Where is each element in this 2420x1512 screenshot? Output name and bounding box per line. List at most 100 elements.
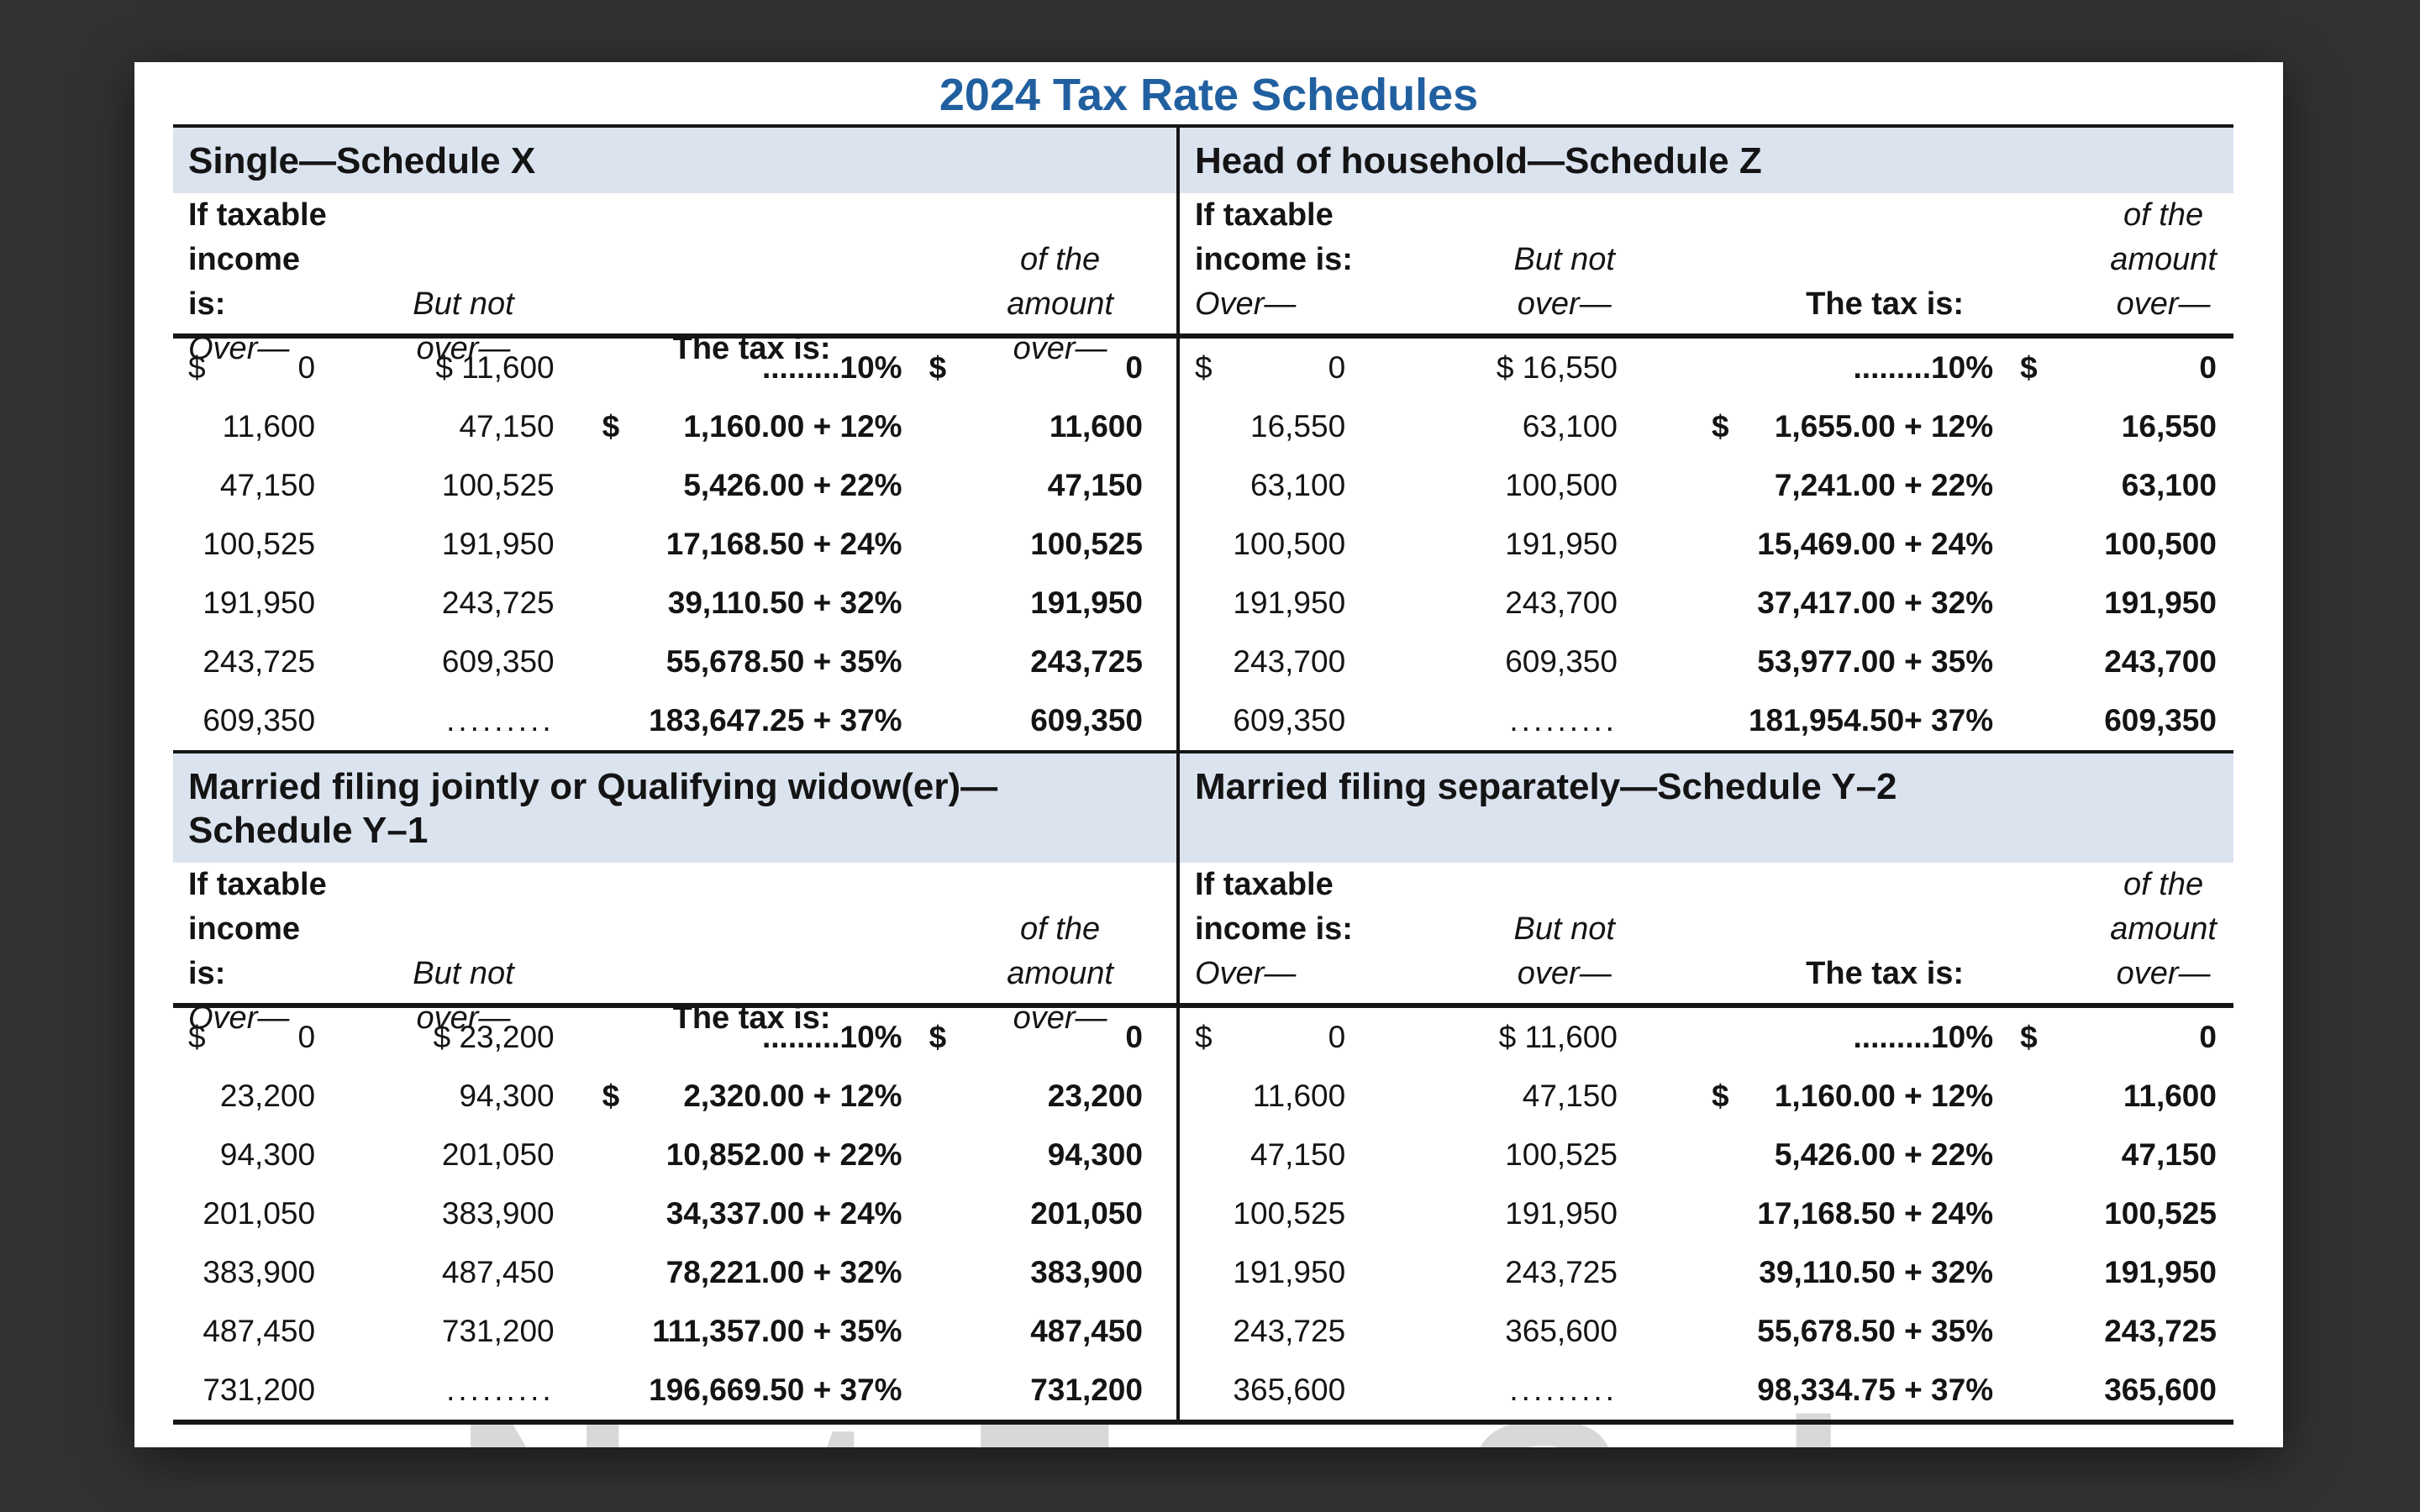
tax-cell: 7,241.00 + 22% bbox=[1774, 468, 1994, 502]
but-not-over-cell: 47,150 bbox=[1522, 1079, 1618, 1113]
schedule-title: Married filing separately—Schedule Y–2 bbox=[1195, 766, 1897, 807]
amount-over-cell: 63,100 bbox=[2121, 468, 2217, 502]
but-not-over-cell: ......... bbox=[1509, 1373, 1618, 1407]
but-not-over-label: over— bbox=[1517, 956, 1612, 991]
over-cell: $0 bbox=[188, 350, 316, 385]
schedule-title: Single—Schedule X bbox=[188, 140, 536, 181]
tax-cell: 39,110.50 + 32% bbox=[1759, 1255, 1994, 1289]
table-row: 383,900 487,450 78,221.00 + 32% 383,900 bbox=[173, 1243, 1176, 1302]
table-row: 243,725 365,600 55,678.50 + 35% 243,725 bbox=[1180, 1302, 2233, 1361]
dollar-sign: $ bbox=[2020, 1020, 2038, 1054]
tax-cell: 5,426.00 + 22% bbox=[1774, 1137, 1994, 1172]
dollar-sign: $ bbox=[188, 350, 206, 385]
but-not-label: But not bbox=[413, 956, 514, 991]
over-column-header: If taxable income is: Over— bbox=[173, 193, 329, 371]
schedule-rows: $0 $ 16,550 .........10% $0 16,550 63,100 $1,6… bbox=[1180, 339, 2233, 750]
tax-cell: .........10% bbox=[1853, 1020, 1994, 1054]
but-not-over-cell: 609,350 bbox=[441, 644, 555, 679]
tax-cell: 98,334.75 + 37% bbox=[1757, 1373, 1994, 1407]
dollar-sign: $ bbox=[1711, 409, 1729, 444]
amount-over-cell: 94,300 bbox=[1047, 1137, 1143, 1172]
dollar-sign: $ bbox=[1195, 350, 1213, 385]
tax-cell: 10,852.00 + 22% bbox=[666, 1137, 902, 1172]
dollar-sign: $ bbox=[2020, 350, 2038, 385]
dollar-sign: $ bbox=[1711, 1079, 1729, 1113]
over-cell: $0 bbox=[188, 1020, 316, 1054]
schedule-married-jointly: Married filing jointly or Qualifying wid… bbox=[173, 753, 1176, 1420]
over-cell: $0 bbox=[1195, 350, 1346, 385]
over-cell: 100,525 bbox=[1233, 1196, 1346, 1231]
dollar-sign: $ bbox=[1195, 1020, 1213, 1054]
table-row: 487,450 731,200 111,357.00 + 35% 487,450 bbox=[173, 1302, 1176, 1361]
tax-cell: 17,168.50 + 24% bbox=[1757, 1196, 1994, 1231]
but-not-over-cell: $ 11,600 bbox=[1498, 1020, 1618, 1054]
income-is-label: income is: bbox=[1195, 242, 1353, 277]
dollar-sign: $ bbox=[188, 1020, 206, 1054]
over-cell: 63,100 bbox=[1250, 468, 1346, 502]
tax-cell: 78,221.00 + 32% bbox=[666, 1255, 902, 1289]
amount-over-cell: 11,600 bbox=[2123, 1079, 2217, 1113]
schedule-title: Head of household—Schedule Z bbox=[1195, 140, 1762, 181]
table-row: $0 $ 11,600 .........10% $0 bbox=[1180, 1008, 2233, 1067]
but-not-over-cell: 191,950 bbox=[1505, 1196, 1618, 1231]
but-not-over-cell: ......... bbox=[446, 703, 555, 738]
table-row: 11,600 47,150 $1,160.00 + 12% 11,600 bbox=[1180, 1067, 2233, 1126]
the-tax-is-label: The tax is: bbox=[672, 1000, 831, 1036]
over-label: Over— bbox=[188, 1000, 290, 1036]
over-cell: 47,150 bbox=[219, 468, 316, 502]
but-not-over-cell: $ 11,600 bbox=[435, 350, 555, 385]
amount-over-cell: 243,725 bbox=[2104, 1314, 2217, 1348]
but-not-over-cell: 243,700 bbox=[1505, 585, 1618, 620]
tax-cell: 5,426.00 + 22% bbox=[683, 468, 902, 502]
amount-over-cell: 23,200 bbox=[1047, 1079, 1143, 1113]
schedule-married-separately: Married filing separately—Schedule Y–2 I… bbox=[1180, 753, 2233, 1420]
but-not-over-cell: 731,200 bbox=[441, 1314, 555, 1348]
schedule-head-of-household: Head of household—Schedule Z If taxable … bbox=[1180, 128, 2233, 753]
amount-label: amount bbox=[1007, 956, 1113, 991]
column-headers: If taxable income is: Over— But not over… bbox=[1180, 863, 2233, 1003]
over-cell: 243,725 bbox=[203, 644, 316, 679]
over-label: Over— bbox=[188, 331, 290, 366]
but-not-over-cell: 94,300 bbox=[459, 1079, 555, 1113]
amount-over-cell: 47,150 bbox=[2121, 1137, 2217, 1172]
amount-over-cell: $0 bbox=[929, 350, 1143, 385]
over-cell: 100,500 bbox=[1233, 527, 1346, 561]
amount-over-column-header: of the amount over— bbox=[911, 863, 1176, 1041]
if-taxable-label: If taxable bbox=[1195, 197, 1334, 233]
table-row: 16,550 63,100 $1,655.00 + 12% 16,550 bbox=[1180, 397, 2233, 456]
over-label: Over— bbox=[1195, 956, 1297, 991]
amount-over-column-header: of the amount over— bbox=[911, 193, 1176, 371]
table-row: 191,950 243,725 39,110.50 + 32% 191,950 bbox=[173, 574, 1176, 633]
table-row: 243,700 609,350 53,977.00 + 35% 243,700 bbox=[1180, 633, 2233, 691]
amount-over-cell: 243,700 bbox=[2104, 644, 2217, 679]
but-not-over-cell: 243,725 bbox=[441, 585, 555, 620]
document-page: 2024 Tax Rate Schedules Not For Sale Sin… bbox=[134, 62, 2283, 1447]
of-the-label: of the bbox=[2123, 197, 2204, 233]
but-not-over-cell: ......... bbox=[446, 1373, 555, 1407]
table-row: 191,950 243,725 39,110.50 + 32% 191,950 bbox=[1180, 1243, 2233, 1302]
the-tax-is-label: The tax is: bbox=[1806, 286, 1965, 322]
over-cell: 731,200 bbox=[203, 1373, 316, 1407]
tax-cell: $2,320.00 + 12% bbox=[602, 1079, 902, 1113]
tax-cell: 37,417.00 + 32% bbox=[1757, 585, 1994, 620]
amount-over-cell: 16,550 bbox=[2121, 409, 2217, 444]
tax-is-column-header: The tax is: bbox=[565, 863, 911, 1041]
but-not-over-column-header: But not over— bbox=[329, 863, 565, 1041]
if-taxable-label: If taxable bbox=[188, 867, 327, 902]
but-not-over-cell: ......... bbox=[1509, 703, 1618, 738]
tax-cell: 181,954.50+ 37% bbox=[1748, 703, 1994, 738]
document-title: 2024 Tax Rate Schedules bbox=[939, 70, 1479, 120]
but-not-over-cell: 100,525 bbox=[441, 468, 555, 502]
schedule-header-band: Married filing separately—Schedule Y–2 bbox=[1180, 753, 2233, 863]
table-row: 100,500 191,950 15,469.00 + 24% 100,500 bbox=[1180, 515, 2233, 574]
over-column-header: If taxable income is: Over— bbox=[1180, 863, 1359, 996]
but-not-over-cell: 100,525 bbox=[1505, 1137, 1618, 1172]
over-cell: 94,300 bbox=[219, 1137, 316, 1172]
tax-cell: 39,110.50 + 32% bbox=[667, 585, 902, 620]
but-not-over-label: over— bbox=[416, 1000, 511, 1036]
over-cell: 16,550 bbox=[1250, 409, 1346, 444]
amount-over-cell: 487,450 bbox=[1030, 1314, 1143, 1348]
amount-over-cell: $0 bbox=[2020, 350, 2217, 385]
amount-over-cell: 47,150 bbox=[1047, 468, 1143, 502]
table-row: 23,200 94,300 $2,320.00 + 12% 23,200 bbox=[173, 1067, 1176, 1126]
